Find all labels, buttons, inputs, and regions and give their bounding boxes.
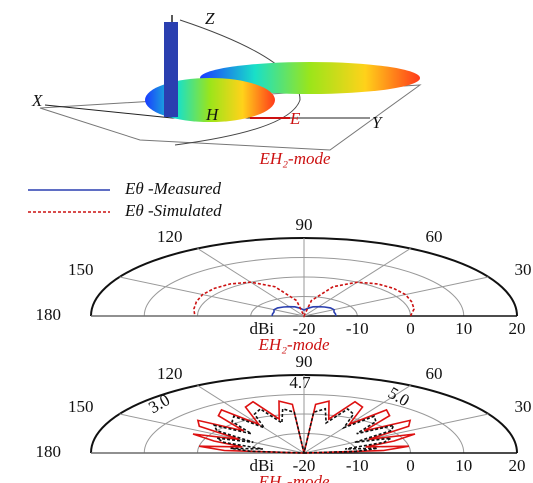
angle-tick-label: 150 [68,397,94,416]
angle-tick-label: 180 [36,442,62,461]
angle-tick-label: 90 [296,352,313,371]
grid-spoke [120,277,304,316]
r-tick-label: 10 [455,319,472,338]
subtitle: EH₂-mode [257,472,330,483]
angle-tick-label: 120 [157,364,183,383]
annotation: 3.0 [145,390,173,417]
axis-label: Z [205,9,215,28]
annotation: 4.7 [289,373,311,392]
r-tick-label: 10 [455,456,472,475]
grid-spoke [198,385,305,453]
r-tick-label: 20 [509,319,526,338]
field-label: H [205,105,220,124]
angle-tick-label: 90 [296,215,313,234]
r-tick-label: 20 [509,456,526,475]
legend-label: Eθ -Measured [124,179,221,198]
axis-label: Y [372,113,383,132]
illustration: Z X Y H E EH₂-mode [31,9,420,168]
figure: Z X Y H E EH₂-mode -20-1001020dBi3060901… [0,0,533,483]
caption: EH₂-mode [258,149,331,168]
angle-tick-label: 30 [514,397,531,416]
angle-tick-label: 60 [426,227,443,246]
subtitle: EH₂-mode [257,335,330,354]
angle-tick-label: 120 [157,227,183,246]
r-tick-label: -10 [346,319,369,338]
legend-label: Eθ -Simulated [124,201,222,220]
r-tick-label: 0 [406,319,415,338]
angle-tick-label: 60 [426,364,443,383]
grid-spoke [304,277,488,316]
axis-label: X [31,91,43,110]
angle-tick-label: 30 [514,260,531,279]
antenna [164,22,178,117]
r-tick-label: 0 [406,456,415,475]
r-tick-label: -10 [346,456,369,475]
angle-tick-label: 180 [36,305,62,324]
field-label: E [289,109,301,128]
angle-tick-label: 150 [68,260,94,279]
